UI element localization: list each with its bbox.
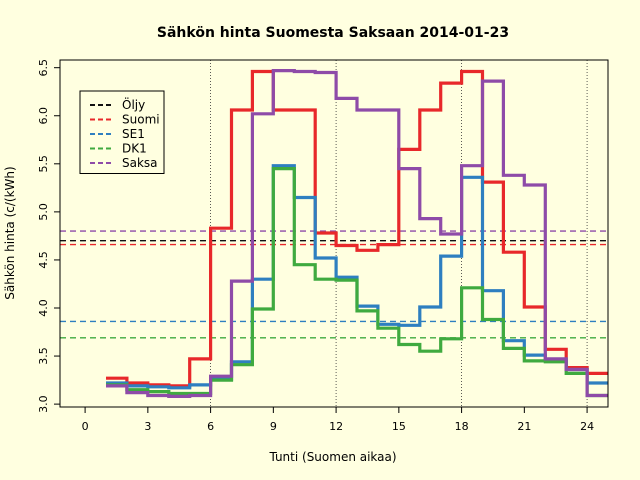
x-tick-label-0: 0: [82, 420, 89, 433]
legend-label-1: Suomi: [122, 113, 160, 127]
y-axis-label: Sähkön hinta (c/(kWh): [3, 166, 17, 299]
legend-label-2: SE1: [122, 127, 145, 141]
y-tick-label-3: 4.5: [37, 251, 50, 269]
series-line-suomi: [106, 69, 608, 388]
plot-area: 0 3 6 9 12 15 18 21 24 3.0 3.5 4.0 4.5 5.0 5.5 6.0 6.5: [37, 59, 609, 433]
x-tick-label-12: 12: [329, 420, 343, 433]
x-tick-label-6: 6: [207, 420, 214, 433]
legend-label-3: DK1: [122, 142, 147, 156]
x-tick-label-24: 24: [580, 420, 594, 433]
x-tick-label-9: 9: [270, 420, 277, 433]
y-tick-label-0: 3.0: [37, 395, 50, 413]
y-tick-label-6: 6.0: [37, 107, 50, 125]
y-tick-label-4: 5.0: [37, 203, 50, 221]
y-tick-label-2: 4.0: [37, 299, 50, 317]
y-tick-label-1: 3.5: [37, 347, 50, 365]
x-tick-label-3: 3: [144, 420, 151, 433]
x-tick-label-21: 21: [517, 420, 531, 433]
legend-label-4: Saksa: [122, 156, 158, 170]
series-line-dk1: [106, 167, 608, 398]
x-axis-label: Tunti (Suomen aikaa): [268, 450, 396, 464]
plot-frame: [59, 59, 609, 408]
x-tick-label-18: 18: [455, 420, 469, 433]
y-tick-label-5: 5.5: [37, 155, 50, 173]
legend-label-0: Öljy: [122, 96, 145, 112]
series-line-se1: [106, 164, 608, 390]
x-tick-label-15: 15: [392, 420, 406, 433]
y-tick-label-7: 6.5: [37, 59, 50, 77]
series-line-saksa: [106, 69, 608, 398]
chart-title: Sähkön hinta Suomesta Saksaan 2014-01-23: [157, 25, 509, 41]
